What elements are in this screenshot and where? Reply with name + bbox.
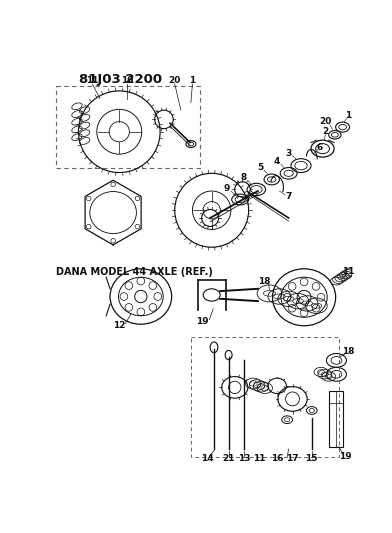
Text: 16: 16 bbox=[271, 454, 283, 463]
Text: DANA MODEL 44 AXLE (REF.): DANA MODEL 44 AXLE (REF.) bbox=[56, 267, 213, 277]
Text: 9: 9 bbox=[224, 184, 230, 193]
Text: 11: 11 bbox=[253, 454, 266, 463]
Text: 11: 11 bbox=[343, 268, 355, 276]
Text: 2: 2 bbox=[323, 127, 329, 136]
Bar bbox=[330, 391, 343, 447]
Text: 3: 3 bbox=[285, 149, 292, 158]
Text: 21: 21 bbox=[222, 454, 235, 463]
Text: 8: 8 bbox=[241, 173, 247, 182]
Text: 1: 1 bbox=[189, 76, 196, 85]
Text: 81J03 2200: 81J03 2200 bbox=[79, 73, 162, 86]
Text: 13: 13 bbox=[238, 454, 250, 463]
Text: 4: 4 bbox=[274, 157, 280, 166]
Text: 19: 19 bbox=[196, 318, 209, 326]
Text: 14: 14 bbox=[201, 454, 214, 463]
Text: 20: 20 bbox=[169, 76, 181, 85]
Text: 10: 10 bbox=[121, 76, 133, 85]
Text: 6: 6 bbox=[316, 143, 323, 151]
Text: 19: 19 bbox=[339, 452, 352, 461]
Text: 17: 17 bbox=[286, 454, 299, 463]
Text: 18: 18 bbox=[343, 346, 355, 356]
Text: 7: 7 bbox=[285, 192, 292, 201]
Bar bbox=[191, 337, 339, 457]
Text: 18: 18 bbox=[258, 277, 270, 286]
Text: 15: 15 bbox=[305, 454, 318, 463]
Bar bbox=[56, 85, 200, 168]
Text: 11: 11 bbox=[86, 76, 98, 85]
Text: 20: 20 bbox=[319, 117, 332, 126]
Text: 1: 1 bbox=[345, 111, 351, 120]
Text: 12: 12 bbox=[113, 321, 125, 330]
Text: 5: 5 bbox=[257, 164, 263, 172]
